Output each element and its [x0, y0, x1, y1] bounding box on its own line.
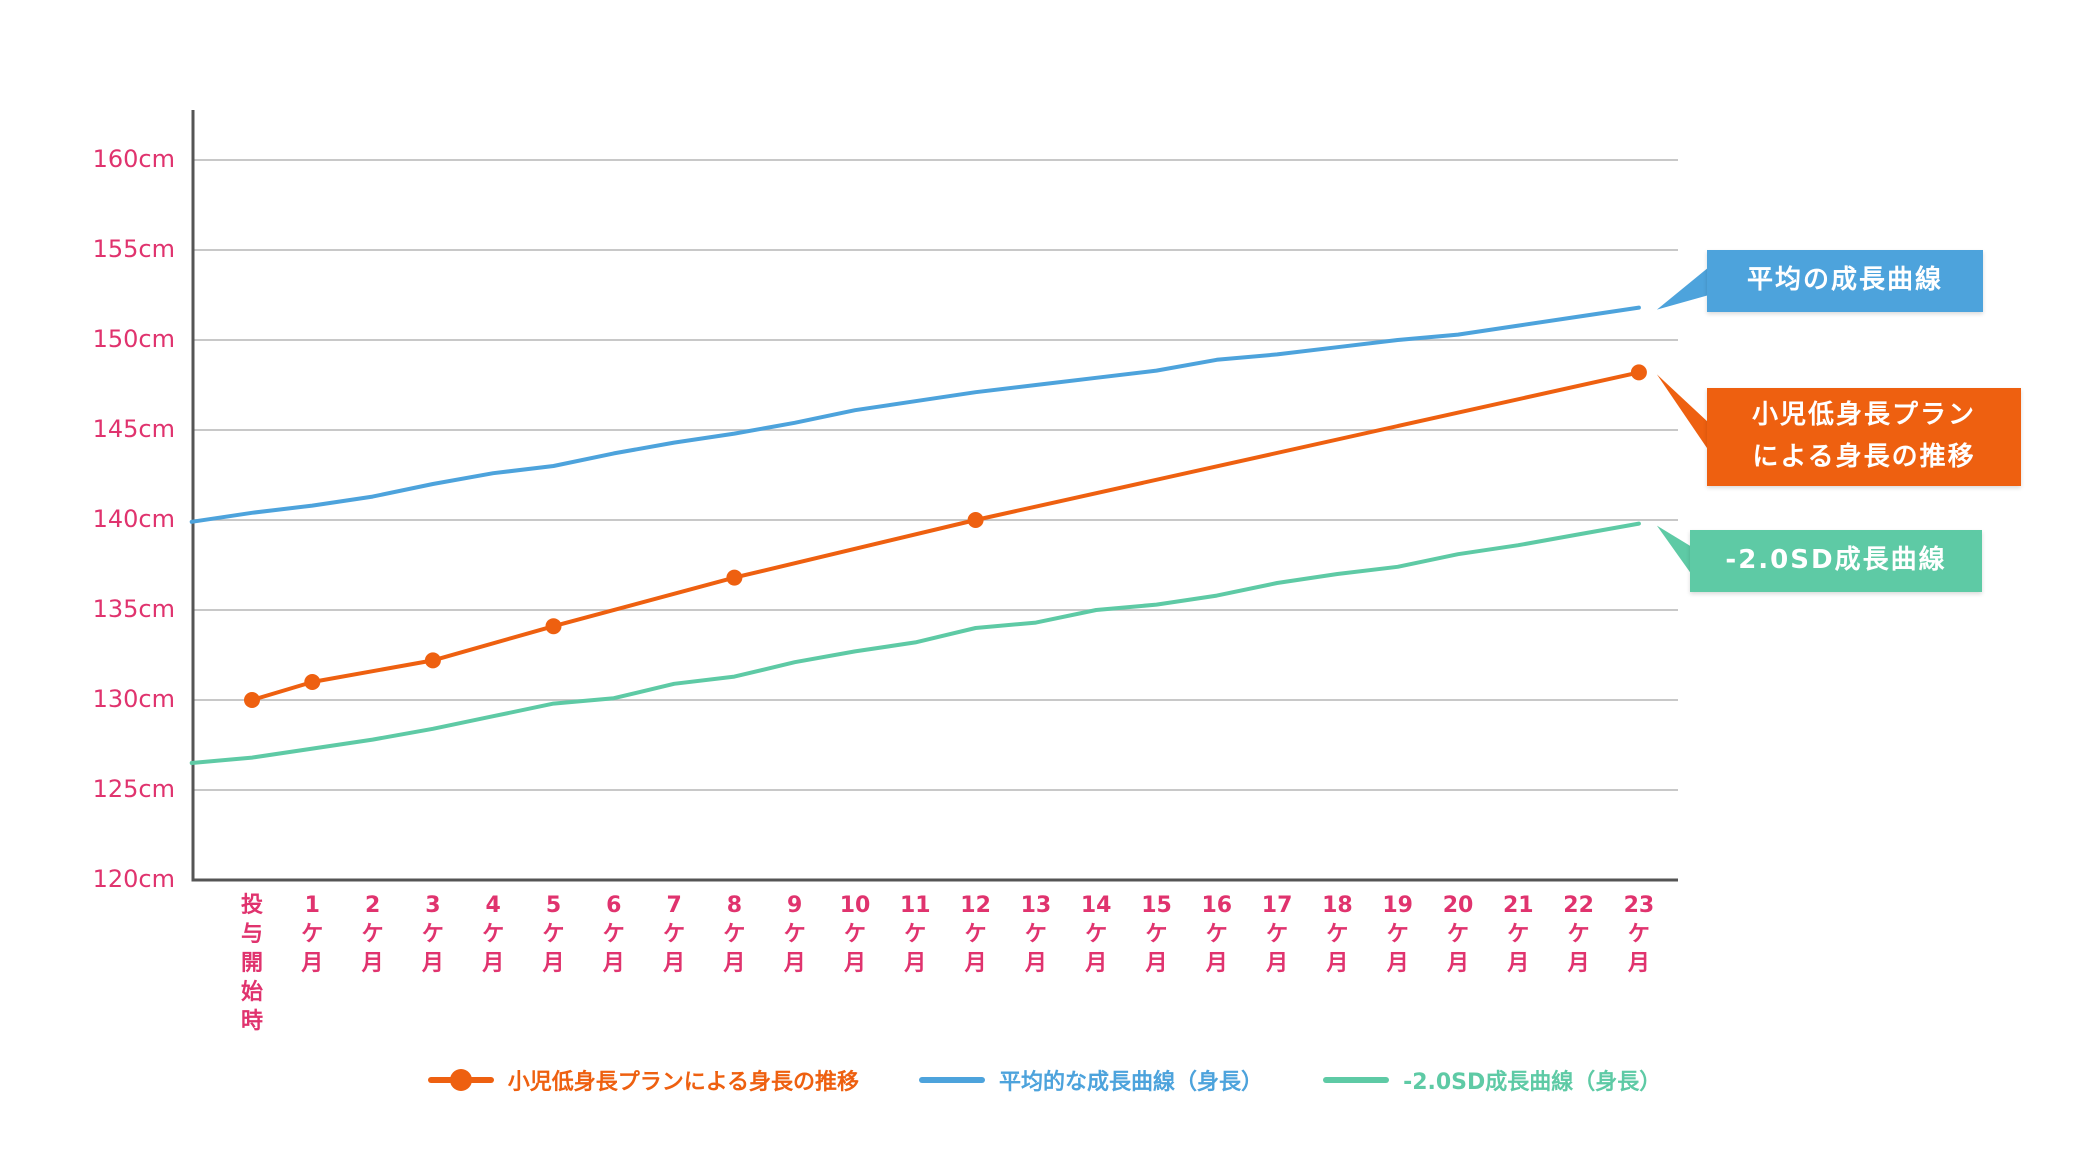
- x-tick-label: 15 ケ月: [1141, 893, 1172, 976]
- callout-minus2sd-curve: -2.0SD成長曲線: [1690, 530, 1982, 592]
- x-tick-label: 1 ケ月: [300, 893, 323, 976]
- x-tick-label: 11 ケ月: [900, 893, 931, 976]
- series-treatment-line: [250, 370, 1641, 702]
- legend: 小児低身長プランによる身長の推移 平均的な成長曲線（身長） -2.0SD成長曲線…: [0, 1064, 2089, 1096]
- y-tick-label: 140cm: [93, 505, 175, 533]
- x-tick-label: 5 ケ月: [541, 893, 564, 976]
- x-tick-label: 20 ケ月: [1443, 893, 1474, 976]
- x-tick-label: 投与開始時: [241, 893, 263, 1034]
- x-tick-labels: 投与開始時 1 ケ月 2 ケ月 3 ケ月 4 ケ月 5 ケ月 6 ケ月 7 ケ月 8 ケ月 9 ケ月 10 ケ月 11 ケ月…: [241, 893, 1654, 1034]
- y-tick-label: 130cm: [93, 685, 175, 713]
- callout-treatment-curve: 小児低身長プラン による身長の推移: [1707, 388, 2021, 486]
- legend-label-treatment: 小児低身長プランによる身長の推移: [507, 1070, 860, 1095]
- x-tick-label: 23 ケ月: [1624, 893, 1655, 976]
- x-tick-label: 13 ケ月: [1021, 893, 1052, 976]
- callout-pointer: [1656, 525, 1692, 575]
- callout-average-curve: 平均の成長曲線: [1707, 250, 1983, 312]
- data-point: [1630, 364, 1647, 381]
- y-tick-label: 150cm: [93, 325, 175, 353]
- x-tick-label: 12 ケ月: [960, 893, 991, 976]
- legend-swatch-minus2sd: [1323, 1077, 1390, 1083]
- x-tick-label: 21 ケ月: [1503, 893, 1534, 976]
- data-point: [967, 512, 984, 528]
- x-tick-label: 3 ケ月: [421, 893, 444, 976]
- x-tick-label: 4 ケ月: [481, 893, 504, 976]
- series-average-line: [189, 305, 1641, 524]
- y-tick-label: 120cm: [93, 865, 175, 893]
- callout-pointers: [1656, 267, 1709, 575]
- data-point: [304, 674, 321, 690]
- legend-item-treatment: 小児低身長プランによる身長の推移: [427, 1064, 860, 1096]
- y-tick-label: 125cm: [93, 775, 175, 803]
- legend-swatch-average: [919, 1077, 986, 1083]
- x-tick-label: 22 ケ月: [1563, 893, 1594, 976]
- x-tick-label: 9 ケ月: [783, 893, 806, 976]
- y-tick-label: 160cm: [93, 145, 175, 173]
- callout-pointer: [1656, 267, 1709, 310]
- data-point: [726, 569, 743, 586]
- legend-marker-dot: [449, 1069, 472, 1091]
- x-tick-label: 2 ケ月: [361, 893, 384, 976]
- legend-item-average: 平均的な成長曲線（身長）: [919, 1064, 1263, 1096]
- series-lines: [189, 305, 1647, 765]
- x-tick-label: 14 ケ月: [1081, 893, 1112, 976]
- legend-label-minus2sd: -2.0SD成長曲線（身長）: [1403, 1070, 1662, 1095]
- legend-item-minus2sd: -2.0SD成長曲線（身長）: [1323, 1064, 1661, 1096]
- y-tick-label: 145cm: [93, 415, 175, 443]
- data-point: [424, 652, 441, 669]
- data-point: [545, 618, 562, 635]
- series-minus2sd-line: [189, 521, 1641, 765]
- legend-swatch-treatment: [427, 1069, 494, 1091]
- grid-lines: [193, 159, 1678, 791]
- x-tick-label: 18 ケ月: [1322, 893, 1353, 976]
- y-tick-label: 155cm: [93, 235, 175, 263]
- x-tick-label: 10 ケ月: [840, 893, 871, 976]
- y-tick-label: 135cm: [93, 595, 175, 623]
- y-tick-labels: 120cm 125cm 130cm 135cm 140cm 145cm 150cm 155cm…: [93, 145, 175, 893]
- legend-label-average: 平均的な成長曲線（身長）: [999, 1070, 1264, 1095]
- x-tick-label: 17 ケ月: [1262, 893, 1293, 976]
- axes: [191, 110, 1678, 882]
- data-point: [244, 692, 260, 708]
- callout-pointer: [1656, 374, 1709, 451]
- x-tick-label: 19 ケ月: [1382, 893, 1413, 976]
- x-tick-label: 6 ケ月: [602, 893, 625, 976]
- x-tick-label: 16 ケ月: [1201, 893, 1232, 976]
- x-tick-label: 8 ケ月: [722, 893, 745, 976]
- x-tick-label: 7 ケ月: [662, 893, 685, 976]
